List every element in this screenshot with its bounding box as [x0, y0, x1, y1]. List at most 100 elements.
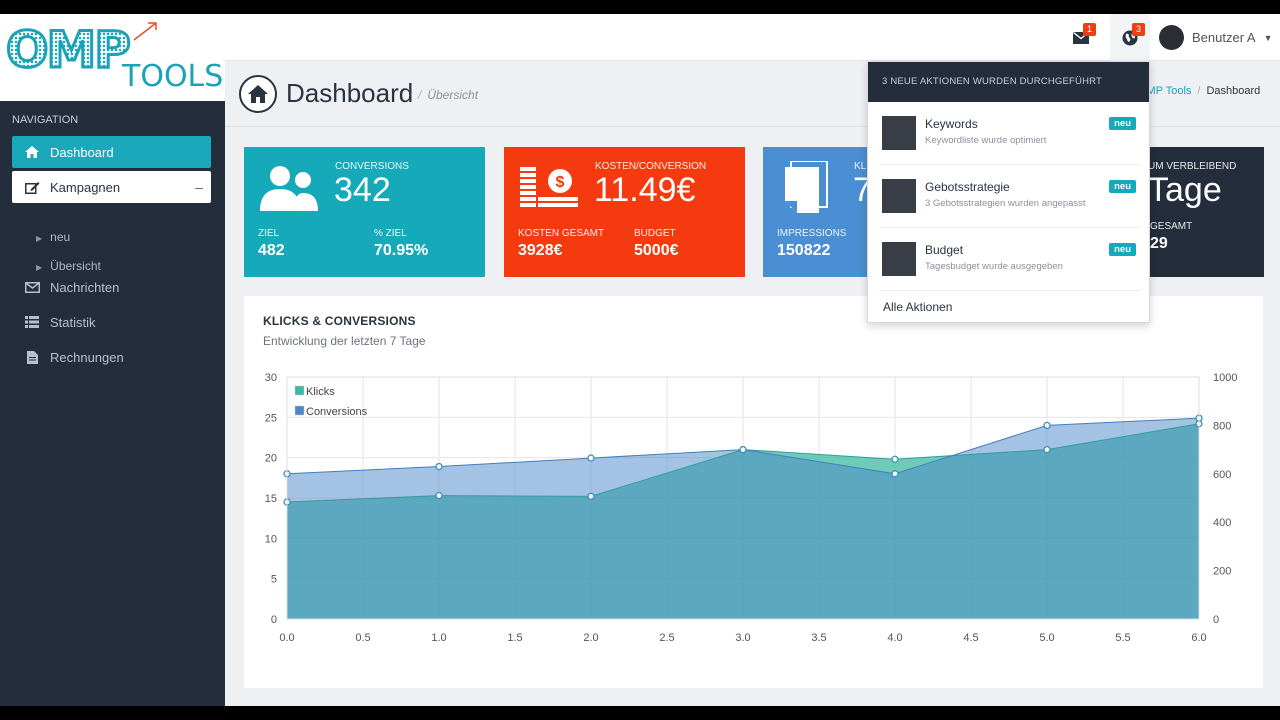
sidebar-item-rechnungen[interactable]: Rechnungen	[12, 341, 211, 373]
y-right-tick-label: 600	[1213, 469, 1231, 481]
x-tick-label: 3.0	[735, 632, 750, 644]
card-value: 342	[334, 171, 391, 209]
card-sub-value: 5000€	[634, 242, 679, 259]
breadcrumb-current: Dashboard	[1206, 85, 1261, 97]
breadcrumb-link[interactable]: OMP Tools	[1138, 85, 1192, 97]
notification-description: Tagesbudget wurde ausgegeben	[925, 261, 1063, 272]
x-tick-label: 0.0	[279, 632, 294, 644]
card-sub-value: 3928€	[518, 242, 563, 259]
card-sub-value: 29	[1150, 235, 1168, 252]
collapse-toggle[interactable]: –	[195, 179, 203, 195]
caret-right-icon: ▶	[36, 263, 43, 272]
y-right-tick-label: 1000	[1213, 372, 1237, 384]
card-sub-label: ZIEL	[258, 228, 280, 239]
logo-arrow-icon	[133, 22, 157, 41]
legend-label: Conversions	[306, 406, 368, 418]
sidebar-subitem-neu[interactable]: ▶ neu	[36, 230, 71, 244]
sidebar-item-statistik[interactable]: Statistik	[12, 306, 211, 338]
user-name: Benutzer A	[1192, 30, 1256, 45]
card-label: UM VERBLEIBEND	[1148, 161, 1237, 172]
plot-border	[286, 376, 1200, 620]
sidebar-item-dashboard[interactable]: Dashboard	[12, 136, 211, 168]
card-sub-label: BUDGET	[634, 228, 676, 239]
y-left-tick-label: 15	[265, 493, 277, 505]
notifications-button[interactable]: 3	[1110, 14, 1150, 61]
x-tick-label: 2.5	[659, 632, 674, 644]
y-left-tick-label: 10	[265, 533, 277, 545]
card-sub-label: % ZIEL	[374, 228, 407, 239]
caret-right-icon: ▶	[36, 234, 43, 243]
notification-title: Keywords	[925, 117, 978, 131]
sidebar-item-label: Rechnungen	[50, 349, 124, 365]
edit-icon	[22, 181, 42, 194]
messages-button[interactable]: 1	[1061, 14, 1101, 61]
notification-title: Gebotsstrategie	[925, 180, 1010, 194]
app-window: OMP TOOLS NAVIGATION Dashboard Kampagnen…	[0, 14, 1280, 706]
y-left-tick-label: 20	[265, 453, 277, 465]
card-sub-label: IMPRESSIONS	[777, 228, 847, 239]
notification-thumbnail	[882, 116, 916, 150]
x-tick-label: 5.5	[1115, 632, 1130, 644]
users-icon	[260, 166, 318, 211]
envelope-icon	[22, 281, 42, 293]
chart-panel: KLICKS & CONVERSIONS Entwicklung der let…	[244, 296, 1263, 688]
notification-thumbnail	[882, 242, 916, 276]
sidebar-item-label: Nachrichten	[50, 279, 120, 295]
x-tick-label: 1.5	[507, 632, 522, 644]
notification-thumbnail	[882, 179, 916, 213]
card-value: 11.49€	[594, 171, 696, 209]
card-label: CONVERSIONS	[335, 161, 409, 172]
y-right-tick-label: 800	[1213, 420, 1231, 432]
page-subtitle: / Übersicht	[418, 88, 479, 102]
legend-swatch	[294, 405, 305, 416]
sidebar-item-label: Statistik	[50, 314, 96, 330]
card-sub-value: 70.95%	[374, 242, 429, 259]
y-right-tick-label: 200	[1213, 566, 1231, 578]
notification-item-budget[interactable]: Budget Tagesbudget wurde ausgegeben neu	[879, 228, 1140, 291]
notifications-badge: 3	[1132, 23, 1145, 36]
x-tick-label: 4.5	[963, 632, 978, 644]
top-bar: 1 3 Benutzer A ▼	[225, 14, 1280, 61]
notification-item-keywords[interactable]: Keywords Keywordliste wurde optimiert ne…	[879, 102, 1140, 165]
logo[interactable]: OMP TOOLS	[0, 14, 225, 101]
notifications-dropdown: 3 NEUE AKTIONEN WURDEN DURCHGEFÜHRT Keyw…	[867, 61, 1150, 323]
coins-icon: $	[520, 167, 578, 207]
sidebar-item-kampagnen[interactable]: Kampagnen –	[12, 171, 211, 203]
card-value: Tage	[1148, 171, 1222, 209]
x-tick-label: 6.0	[1191, 632, 1206, 644]
nav-heading: NAVIGATION	[12, 114, 79, 126]
x-tick-label: 2.0	[583, 632, 598, 644]
home-icon	[239, 75, 277, 113]
list-icon	[22, 316, 42, 328]
chart-title: KLICKS & CONVERSIONS	[263, 314, 416, 328]
y-left-tick-label: 0	[271, 614, 277, 626]
notification-item-gebotsstrategie[interactable]: Gebotsstrategie 3 Gebotsstrategien wurde…	[879, 165, 1140, 228]
x-tick-label: 1.0	[431, 632, 446, 644]
new-badge: neu	[1109, 243, 1136, 256]
sidebar-item-label: Dashboard	[50, 144, 114, 160]
y-left-tick-label: 30	[265, 372, 277, 384]
all-actions-link[interactable]: Alle Aktionen	[883, 300, 953, 314]
stat-card-conversions: CONVERSIONS 342 ZIEL 482 % ZIEL 70.95%	[244, 147, 485, 277]
x-tick-label: 0.5	[355, 632, 370, 644]
user-menu[interactable]: Benutzer A ▼	[1159, 14, 1273, 61]
legend-swatch	[294, 385, 305, 396]
document-icon	[785, 161, 828, 213]
card-label: KOSTEN/CONVERSION	[595, 161, 707, 172]
sidebar-item-nachrichten[interactable]: Nachrichten	[12, 271, 211, 303]
home-icon	[22, 146, 42, 158]
data-point-klicks	[587, 492, 595, 501]
messages-badge: 1	[1083, 23, 1096, 36]
sidebar-subitem-uebersicht[interactable]: ▶ Übersicht	[36, 259, 101, 273]
series-area-conversions	[287, 418, 1199, 619]
area-chart[interactable]: 0.0 0.5 1.0 1.5 2.0 2.5 3.0 3.5 4.0 4.5 5.0 5.5 6.0 0…	[244, 296, 1263, 688]
stat-card-kosten: $ KOSTEN/CONVERSION 11.49€ KOSTEN GESAMT…	[504, 147, 745, 277]
x-tick-label: 4.0	[887, 632, 902, 644]
notification-description: 3 Gebotsstrategien wurden angepasst	[925, 198, 1086, 209]
data-point-conversions	[739, 445, 747, 454]
file-icon	[22, 350, 42, 364]
chart-subtitle: Entwicklung der letzten 7 Tage	[263, 334, 426, 348]
data-point-conversions	[435, 462, 443, 471]
svg-text:$: $	[556, 174, 565, 191]
data-point-klicks	[891, 455, 899, 463]
